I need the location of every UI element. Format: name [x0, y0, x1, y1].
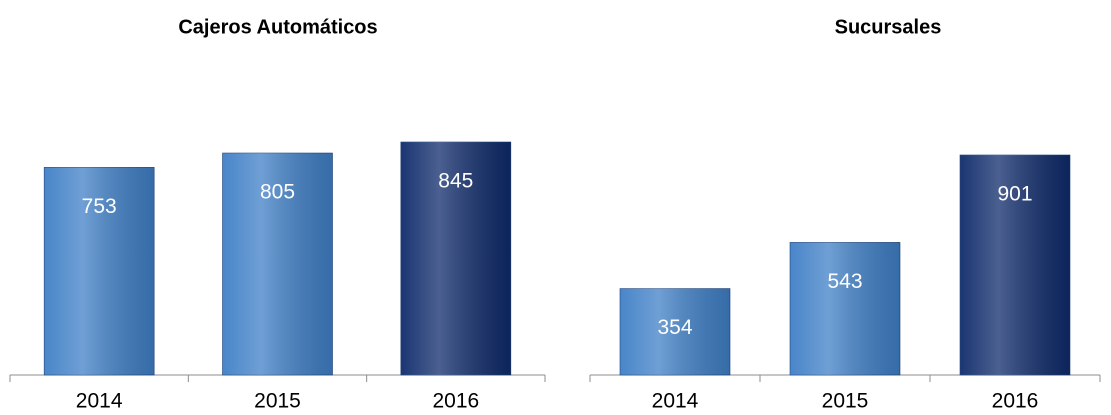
chart-title: Cajeros Automáticos	[178, 16, 377, 38]
value-label: 901	[997, 183, 1032, 206]
bar-shine	[400, 142, 511, 375]
value-label: 805	[260, 181, 295, 204]
value-label: 543	[827, 270, 862, 293]
value-label: 354	[657, 316, 692, 339]
x-tick-label: 2016	[992, 390, 1039, 413]
x-tick-label: 2014	[76, 390, 123, 413]
x-tick-label: 2015	[822, 390, 869, 413]
bar-shine	[790, 242, 900, 375]
bar-shine	[44, 167, 155, 375]
bar-shine	[222, 153, 333, 375]
bar-shine	[620, 288, 730, 375]
value-label: 845	[438, 170, 473, 193]
x-tick-label: 2014	[652, 390, 699, 413]
x-tick-label: 2015	[254, 390, 301, 413]
value-label: 753	[82, 195, 117, 218]
chart-title: Sucursales	[835, 16, 942, 38]
bar-shine	[960, 155, 1070, 375]
x-tick-label: 2016	[432, 390, 479, 413]
